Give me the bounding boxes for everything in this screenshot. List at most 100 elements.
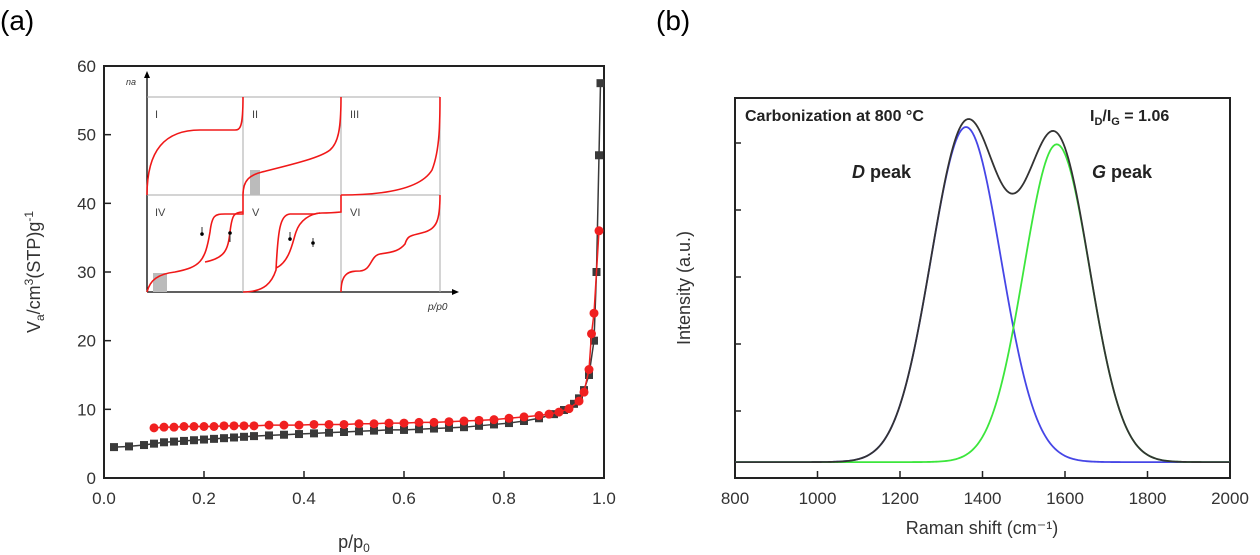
y-tick-label-a: 10 bbox=[77, 400, 96, 419]
desorption-point bbox=[429, 417, 439, 427]
adsorption-point bbox=[265, 431, 273, 440]
annotation-title: Carbonization at 800 °C bbox=[745, 108, 924, 125]
adsorption-point bbox=[310, 429, 318, 438]
y-tick-label-a: 30 bbox=[77, 263, 96, 282]
adsorption-point bbox=[355, 427, 363, 436]
adsorption-point bbox=[430, 424, 438, 433]
desorption-point bbox=[459, 416, 469, 426]
adsorption-point bbox=[230, 433, 238, 442]
desorption-point bbox=[369, 419, 379, 429]
y-tick-label-a: 40 bbox=[77, 194, 96, 213]
d-peak-label: D peak bbox=[852, 162, 912, 182]
adsorption-point bbox=[150, 439, 158, 448]
panel-label-a: (a) bbox=[0, 5, 34, 36]
inset-label-V: V bbox=[252, 207, 260, 219]
desorption-point bbox=[544, 409, 554, 419]
desorption-point bbox=[309, 419, 319, 429]
desorption-point bbox=[159, 422, 169, 432]
adsorption-point bbox=[415, 425, 423, 434]
y-tick-label-a: 50 bbox=[77, 126, 96, 145]
adsorption-point bbox=[370, 426, 378, 435]
desorption-point bbox=[579, 387, 589, 397]
g-peak-label: G peak bbox=[1092, 162, 1153, 182]
adsorption-point bbox=[210, 434, 218, 443]
adsorption-point bbox=[240, 432, 248, 441]
x-axis-label-b: Raman shift (cm⁻¹) bbox=[906, 518, 1059, 538]
adsorption-point bbox=[595, 151, 603, 160]
desorption-point bbox=[504, 413, 514, 423]
x-tick-label-b: 800 bbox=[721, 489, 749, 508]
adsorption-point bbox=[475, 421, 483, 430]
adsorption-point bbox=[596, 79, 605, 88]
desorption-point bbox=[249, 421, 259, 431]
desorption-point bbox=[229, 421, 239, 431]
desorption-line bbox=[153, 230, 600, 429]
inset-label-I: I bbox=[155, 109, 158, 121]
inset-label-III: III bbox=[350, 109, 359, 121]
sum-curve bbox=[735, 118, 1231, 464]
adsorption-point bbox=[110, 443, 118, 452]
chart-a: 0.0 0.2 0.4 0.6 0.8 1.0 0 10 20 30 40 50 60 p/p0 Va/… bbox=[22, 57, 616, 555]
inset-label-VI: VI bbox=[350, 207, 360, 219]
adsorption-point bbox=[295, 430, 303, 439]
desorption-point bbox=[354, 419, 364, 429]
adsorption-point bbox=[140, 441, 148, 450]
desorption-point bbox=[169, 422, 179, 432]
x-tick-label-b: 1200 bbox=[881, 489, 919, 508]
desorption-point bbox=[219, 421, 229, 431]
desorption-point bbox=[399, 418, 409, 428]
desorption-point bbox=[564, 404, 574, 414]
y-axis-label-a: Va/cm3(STP)g-1 bbox=[22, 211, 47, 333]
adsorption-point bbox=[220, 434, 228, 443]
x-axis-label-a: p/p0 bbox=[338, 532, 370, 555]
desorption-point bbox=[239, 421, 249, 431]
desorption-point bbox=[339, 419, 349, 429]
adsorption-point bbox=[340, 427, 348, 436]
inset-x-label: p/p0 bbox=[427, 302, 448, 313]
adsorption-point bbox=[200, 435, 208, 444]
desorption-point bbox=[519, 412, 529, 422]
adsorption-point bbox=[590, 336, 598, 345]
y-tick-label-a: 0 bbox=[87, 469, 96, 488]
desorption-point bbox=[279, 420, 289, 430]
desorption-point bbox=[474, 415, 484, 425]
adsorption-point bbox=[505, 419, 513, 428]
y-axis-label-b: Intensity (a.u.) bbox=[674, 231, 694, 345]
adsorption-line bbox=[113, 83, 602, 448]
adsorption-point bbox=[170, 437, 178, 446]
inset-label-IV: IV bbox=[155, 207, 166, 219]
x-tick-label-a: 0.2 bbox=[192, 489, 216, 508]
desorption-point bbox=[199, 422, 209, 431]
adsorption-point bbox=[250, 432, 258, 441]
x-tick-label-b: 1600 bbox=[1046, 489, 1084, 508]
desorption-point bbox=[179, 422, 189, 431]
d-peak-curve bbox=[735, 126, 1230, 464]
adsorption-point bbox=[585, 371, 593, 379]
desorption-point bbox=[444, 417, 454, 427]
adsorption-point bbox=[325, 428, 333, 437]
inset-y-label: na bbox=[126, 77, 136, 87]
inset-label-II: II bbox=[252, 109, 258, 121]
inset-isotherm-types: I II III IV V VI na p/p0 bbox=[126, 71, 459, 313]
x-tick-label-a: 0.8 bbox=[492, 489, 516, 508]
panel-label-b: (b) bbox=[656, 5, 690, 36]
x-tick-label-b: 1800 bbox=[1129, 489, 1167, 508]
ratio-label: ID/IG = 1.06 bbox=[1090, 108, 1169, 128]
x-tick-label-b: 2000 bbox=[1211, 489, 1249, 508]
adsorption-point bbox=[400, 425, 408, 434]
desorption-point bbox=[594, 226, 604, 236]
desorption-point bbox=[534, 411, 544, 421]
x-tick-label-a: 0.0 bbox=[92, 489, 116, 508]
adsorption-point bbox=[460, 423, 468, 432]
x-tick-label-a: 0.6 bbox=[392, 489, 416, 508]
x-tick-label-b: 1400 bbox=[964, 489, 1002, 508]
desorption-point bbox=[584, 365, 594, 375]
chart-b: 800 1000 1200 1400 1600 1800 2000 Raman shift … bbox=[674, 97, 1249, 538]
x-tick-label-b: 1000 bbox=[799, 489, 837, 508]
desorption-point bbox=[149, 423, 159, 433]
y-tick-label-a: 20 bbox=[77, 332, 96, 351]
g-peak-curve bbox=[735, 143, 1231, 464]
desorption-point bbox=[324, 419, 334, 429]
adsorption-point bbox=[550, 410, 558, 419]
